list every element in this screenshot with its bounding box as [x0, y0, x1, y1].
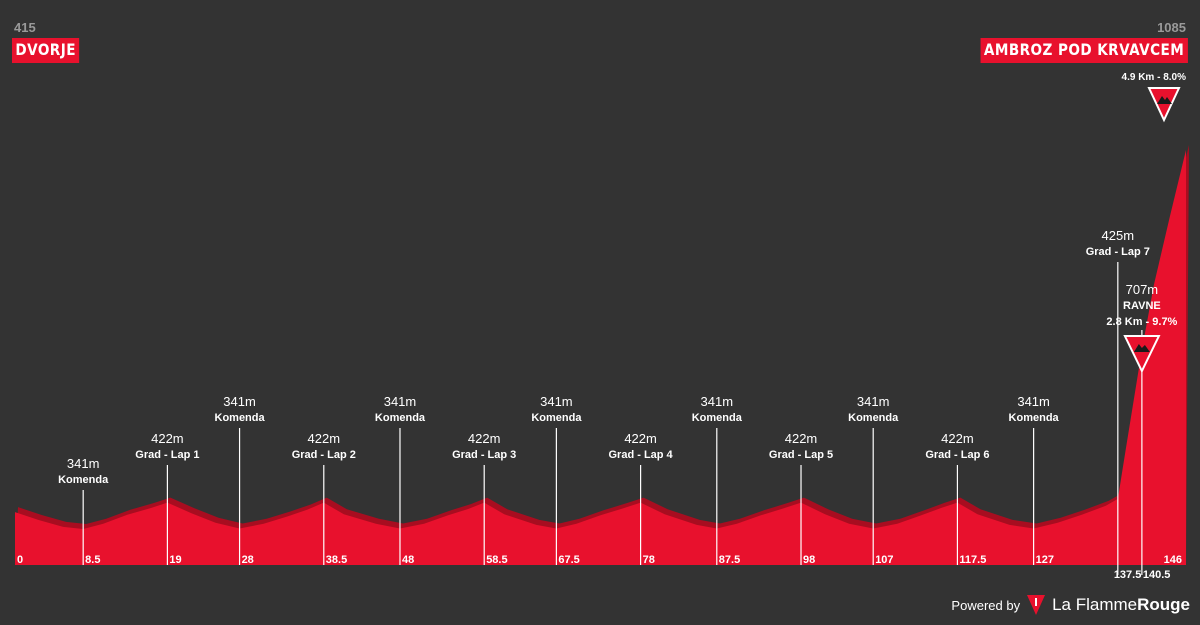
start-altitude: 415	[14, 20, 36, 35]
x-tick-label: 58.5	[486, 554, 507, 566]
x-tick-label: 140.5	[1143, 569, 1171, 581]
x-tick-label: 117.5	[959, 554, 986, 566]
km-marker: 422m Grad - Lap 3	[452, 431, 516, 565]
km-marker: 422m Grad - Lap 4	[609, 431, 674, 565]
km-marker: 341m Komenda	[531, 394, 582, 565]
marker-name: Grad - Lap 7	[1086, 246, 1150, 258]
marker-altitude: 341m	[857, 394, 890, 409]
km-marker: 707m RAVNE 2.8 Km - 9.7%	[1106, 282, 1178, 575]
finish-climb-info: 4.9 Km - 8.0%	[1121, 72, 1186, 83]
km-marker: 425m Grad - Lap 7	[1086, 228, 1150, 575]
marker-name: Grad - Lap 5	[769, 449, 833, 461]
x-tick-label: 137.5	[1114, 569, 1142, 581]
x-tick-label: 146	[1164, 554, 1182, 566]
km-marker: 341m Komenda	[58, 456, 109, 565]
x-tick-label: 98	[803, 554, 815, 566]
marker-altitude: 422m	[468, 431, 501, 446]
marker-name: RAVNE	[1123, 300, 1161, 312]
x-tick-label: 28	[242, 554, 254, 566]
marker-name: Grad - Lap 1	[135, 449, 199, 461]
powered-by: Powered by La FlammeRouge	[951, 594, 1190, 616]
powered-by-label: Powered by	[951, 597, 1021, 613]
marker-altitude: 707m	[1126, 282, 1159, 297]
x-tick-label: 107	[875, 554, 893, 566]
x-tick-label: 19	[169, 554, 181, 566]
brand-name-bold: Rouge	[1137, 595, 1190, 614]
marker-name: Komenda	[531, 412, 582, 424]
finish-altitude: 1085	[1157, 20, 1186, 35]
marker-name: Komenda	[375, 412, 426, 424]
marker-altitude: 422m	[624, 431, 657, 446]
marker-altitude: 341m	[701, 394, 734, 409]
km-marker: 341m Komenda	[1009, 394, 1060, 565]
marker-altitude: 422m	[785, 431, 818, 446]
marker-altitude: 341m	[223, 394, 256, 409]
marker-name: Komenda	[58, 474, 109, 486]
marker-name: Grad - Lap 6	[925, 449, 989, 461]
x-tick-label: 87.5	[719, 554, 740, 566]
marker-name: Komenda	[215, 412, 266, 424]
marker-altitude: 341m	[540, 394, 573, 409]
x-tick-label: 127	[1036, 554, 1054, 566]
marker-climb-info: 2.8 Km - 9.7%	[1106, 316, 1177, 328]
km-marker: 422m Grad - Lap 1	[135, 431, 199, 565]
km-marker: 422m Grad - Lap 5	[769, 431, 833, 565]
x-tick-label: 38.5	[326, 554, 347, 566]
brand-name: La FlammeRouge	[1052, 595, 1190, 615]
marker-name: Komenda	[1009, 412, 1060, 424]
marker-name: Grad - Lap 3	[452, 449, 516, 461]
la-flamme-rouge-logo-icon	[1027, 595, 1046, 615]
x-tick-label: 78	[643, 554, 655, 566]
x-tick-label: 48	[402, 554, 414, 566]
marker-name: Grad - Lap 4	[609, 449, 674, 461]
km-marker: 341m Komenda	[215, 394, 266, 565]
profile-shadow	[15, 145, 1189, 565]
marker-altitude: 425m	[1102, 228, 1135, 243]
brand-name-light: La Flamme	[1052, 595, 1138, 614]
x-tick-label: 8.5	[85, 554, 100, 566]
elevation-profile-area	[15, 150, 1186, 565]
marker-altitude: 422m	[151, 431, 184, 446]
climb-category-icon	[1123, 335, 1161, 374]
finish-location: AMBROZ POD KRVAVCEM	[980, 38, 1188, 63]
km-marker: 341m Komenda	[375, 394, 426, 565]
marker-altitude: 422m	[308, 431, 341, 446]
km-marker: 422m Grad - Lap 6	[925, 431, 990, 565]
marker-altitude: 341m	[384, 394, 417, 409]
marker-name: Komenda	[848, 412, 899, 424]
x-tick-label: 67.5	[558, 554, 579, 566]
marker-altitude: 341m	[67, 456, 100, 471]
marker-altitude: 422m	[941, 431, 974, 446]
km-marker: 422m Grad - Lap 2	[292, 431, 356, 565]
marker-name: Komenda	[692, 412, 743, 424]
marker-altitude: 341m	[1017, 394, 1050, 409]
km-marker: 341m Komenda	[692, 394, 743, 565]
start-location: DVORJE	[12, 38, 80, 63]
km-marker: 341m Komenda	[848, 394, 899, 565]
finish-climb-icon	[1147, 87, 1181, 123]
marker-name: Grad - Lap 2	[292, 449, 356, 461]
x-tick-label: 0	[17, 554, 23, 566]
